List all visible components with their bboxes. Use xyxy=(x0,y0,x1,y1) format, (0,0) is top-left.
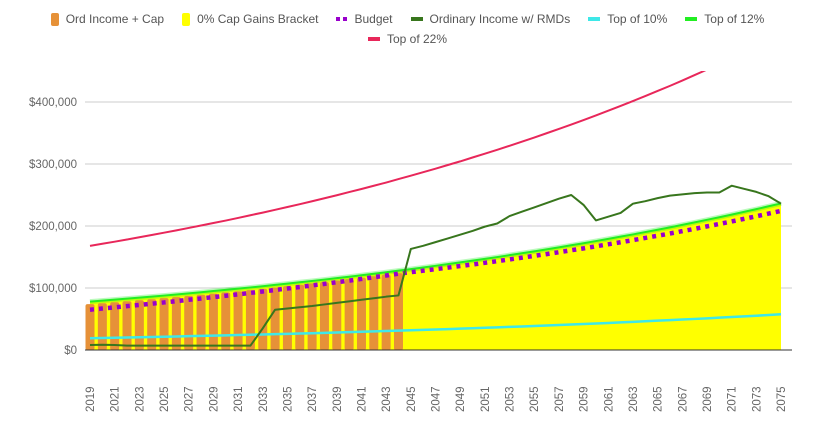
legend-swatch xyxy=(588,17,601,21)
bar-ord-income-cap xyxy=(159,298,169,350)
bar-ord-income-cap xyxy=(184,295,194,350)
bar-ord-income-cap xyxy=(258,288,268,350)
bar-ord-income-cap xyxy=(134,300,144,350)
x-tick-label: 2055 xyxy=(529,386,541,412)
y-tick-label: $100,000 xyxy=(29,283,77,295)
legend-label: Top of 12% xyxy=(704,12,765,26)
legend-swatch xyxy=(336,17,348,21)
bar-ord-income-cap xyxy=(282,286,292,350)
line-top-of-12 xyxy=(89,202,782,303)
x-tick-label: 2025 xyxy=(159,386,171,412)
bar-ord-income-cap xyxy=(319,282,329,350)
bar-ord-income-cap xyxy=(122,301,132,350)
legend-swatch xyxy=(410,17,423,21)
bar-ord-income-cap xyxy=(332,280,342,350)
bar-ord-income-cap xyxy=(196,294,206,350)
bar-ord-income-cap xyxy=(233,291,243,350)
y-tick-label: $200,000 xyxy=(29,221,77,233)
bar-ord-income-cap xyxy=(147,299,157,350)
legend-item-rmds[interactable]: Ordinary Income w/ RMDs xyxy=(410,12,571,26)
x-tick-label: 2043 xyxy=(381,386,393,412)
legend-item-top-12[interactable]: Top of 12% xyxy=(685,12,764,26)
x-tick-label: 2069 xyxy=(702,386,714,412)
x-tick-label: 2075 xyxy=(776,386,788,412)
x-tick-label: 2057 xyxy=(554,386,566,412)
x-tick-label: 2037 xyxy=(307,386,319,412)
bar-ord-income-cap xyxy=(356,277,366,350)
x-tick-label: 2073 xyxy=(751,386,763,412)
line-top-of-10 xyxy=(89,313,782,340)
x-tick-label: 2067 xyxy=(677,386,689,412)
legend-label: Ord Income + Cap xyxy=(65,12,165,26)
legend-swatch xyxy=(685,17,698,21)
x-tick-label: 2019 xyxy=(85,386,97,412)
x-tick-label: 2045 xyxy=(406,386,418,412)
legend-item-ord-income-cap[interactable]: Ord Income + Cap xyxy=(50,12,165,26)
bar-ord-income-cap xyxy=(369,276,379,350)
legend-row-2: Top of 22% xyxy=(0,32,815,46)
y-tick-label: $300,000 xyxy=(29,159,77,171)
x-tick-label: 2023 xyxy=(134,386,146,412)
x-tick-label: 2071 xyxy=(727,386,739,412)
y-tick-label: $0 xyxy=(64,345,77,357)
y-tick-label: $400,000 xyxy=(29,97,77,109)
legend-item-top-10[interactable]: Top of 10% xyxy=(588,12,667,26)
x-tick-label: 2039 xyxy=(332,386,344,412)
bar-ord-income-cap xyxy=(307,283,317,350)
legend-row-1: Ord Income + Cap 0% Cap Gains Bracket Bu… xyxy=(0,12,815,26)
legend-swatch xyxy=(367,37,380,41)
x-tick-label: 2051 xyxy=(480,386,492,412)
legend-item-budget[interactable]: Budget xyxy=(336,12,393,26)
bar-ord-income-cap xyxy=(171,297,181,350)
legend-label: Top of 10% xyxy=(607,12,668,26)
legend-item-cap-gains-bracket[interactable]: 0% Cap Gains Bracket xyxy=(182,12,318,26)
legend-item-top-22[interactable]: Top of 22% xyxy=(367,32,448,46)
bar-ord-income-cap xyxy=(381,274,391,350)
x-tick-label: 2031 xyxy=(233,386,245,412)
x-tick-label: 2059 xyxy=(579,386,591,412)
bar-ord-income-cap xyxy=(344,279,354,350)
legend-label: Ordinary Income w/ RMDs xyxy=(429,12,571,26)
legend-swatch xyxy=(182,12,191,26)
x-tick-label: 2035 xyxy=(282,386,294,412)
legend-label: Budget xyxy=(354,12,393,26)
bar-ord-income-cap xyxy=(221,292,231,350)
bar-ord-income-cap xyxy=(208,293,218,350)
bar-ord-income-cap xyxy=(295,284,305,350)
x-tick-label: 2041 xyxy=(356,386,368,412)
line-ordinary-income-rmds xyxy=(89,184,782,347)
x-tick-label: 2027 xyxy=(184,386,196,412)
x-tick-label: 2029 xyxy=(208,386,220,412)
x-tick-label: 2049 xyxy=(455,386,467,412)
legend-label: Top of 22% xyxy=(386,32,448,46)
x-tick-label: 2061 xyxy=(603,386,615,412)
x-tick-label: 2053 xyxy=(505,386,517,412)
legend-label: 0% Cap Gains Bracket xyxy=(197,12,319,26)
line-top-of-22 xyxy=(89,71,707,247)
x-tick-label: 2033 xyxy=(258,386,270,412)
x-tick-label: 2065 xyxy=(653,386,665,412)
bar-ord-income-cap xyxy=(270,287,280,350)
x-tick-label: 2063 xyxy=(628,386,640,412)
legend-swatch xyxy=(50,12,59,26)
x-tick-label: 2047 xyxy=(431,386,443,412)
x-tick-label: 2021 xyxy=(110,386,122,412)
